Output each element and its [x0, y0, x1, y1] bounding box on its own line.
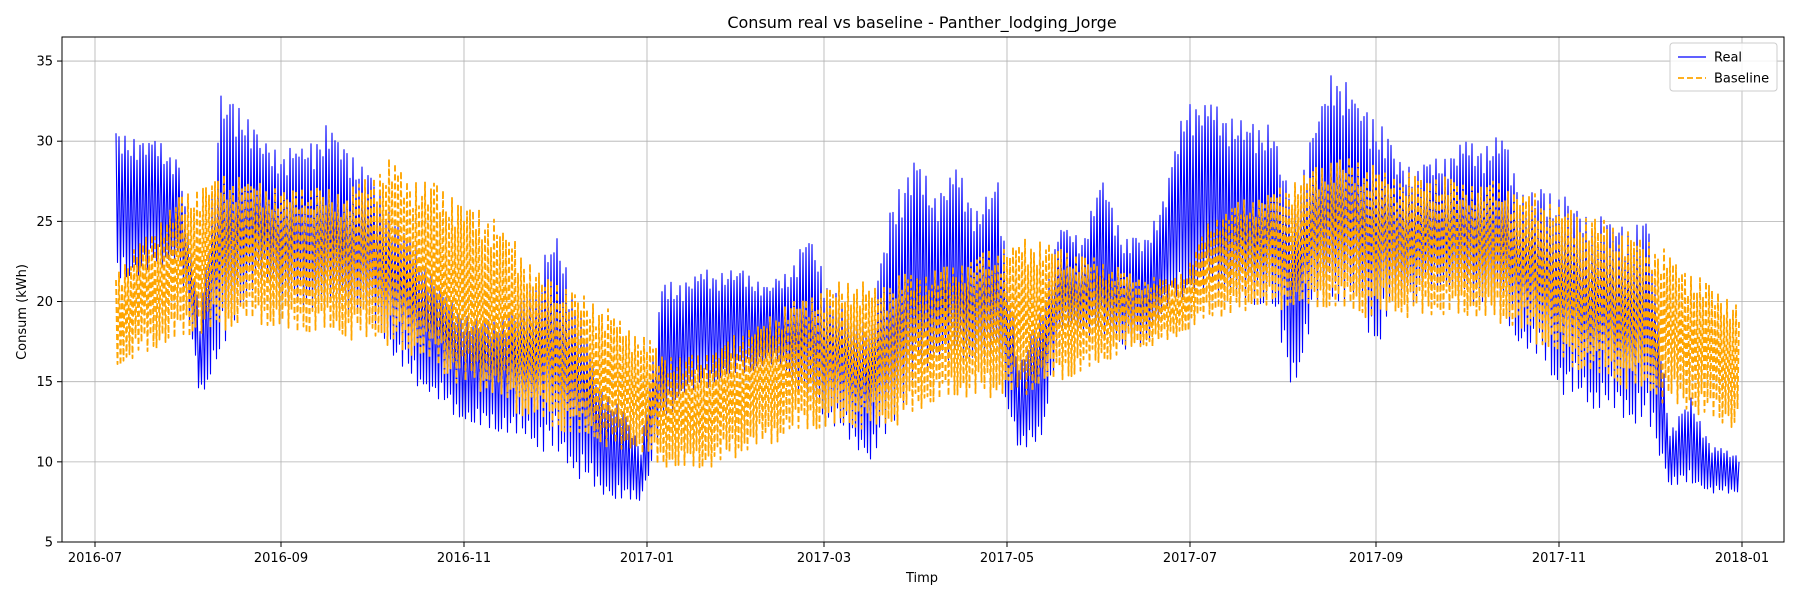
y-tick-label: 25	[36, 215, 53, 230]
x-tick-label: 2016-07	[68, 551, 122, 566]
legend-label-real: Real	[1714, 51, 1742, 66]
x-tick-label: 2018-01	[1715, 551, 1769, 566]
y-tick-label: 30	[36, 135, 53, 150]
y-tick-label: 15	[36, 375, 53, 390]
chart-title: Consum real vs baseline - Panther_lodgin…	[727, 13, 1116, 33]
x-axis-label: Timp	[905, 571, 938, 586]
legend-box	[1669, 42, 1778, 92]
x-tick-label: 2017-07	[1163, 551, 1217, 566]
x-tick-label: 2017-03	[797, 551, 851, 566]
legend-label-baseline: Baseline	[1714, 72, 1769, 87]
series-line-baseline	[115, 156, 1740, 469]
axes: 2016-07 2016-09 2016-11 2017-01 2017-03 2017-…	[36, 36, 1785, 566]
x-tick-label: 2017-09	[1349, 551, 1403, 566]
plot-frame	[61, 36, 1785, 543]
legend: Real Baseline	[1669, 42, 1778, 92]
x-tick-label: 2016-11	[437, 551, 491, 566]
x-tick-label: 2016-09	[254, 551, 308, 566]
y-tick-label: 35	[36, 55, 53, 70]
y-tick-label: 20	[36, 295, 53, 310]
y-tick-label: 5	[45, 536, 53, 551]
x-tick-label: 2017-01	[620, 551, 674, 566]
y-tick-label: 10	[36, 455, 53, 470]
y-axis-label: Consum (kWh)	[15, 264, 30, 360]
x-tick-label: 2017-11	[1532, 551, 1586, 566]
series-layer	[115, 75, 1740, 501]
x-tick-label: 2017-05	[980, 551, 1034, 566]
